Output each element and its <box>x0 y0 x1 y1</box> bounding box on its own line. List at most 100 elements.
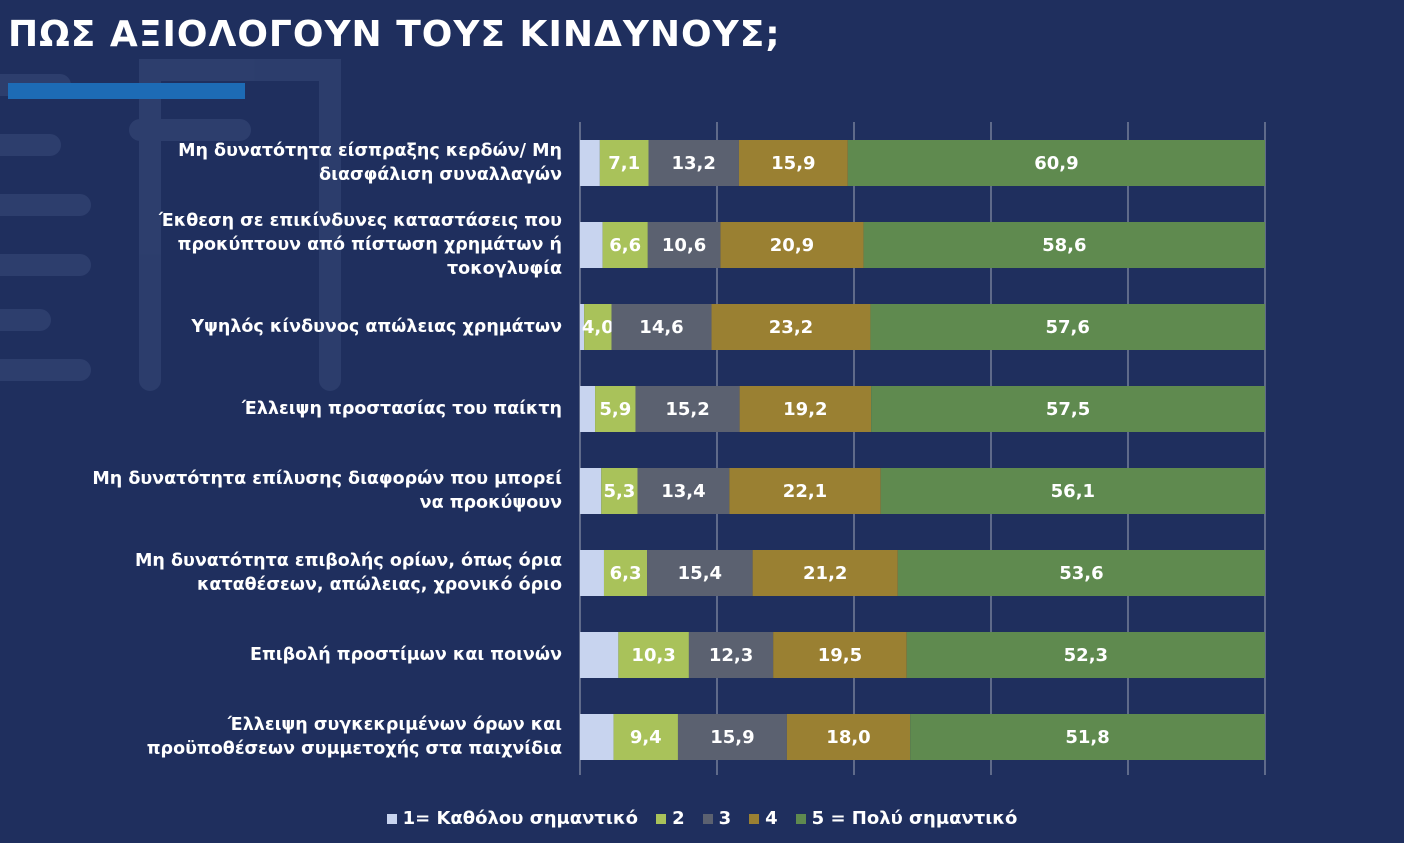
data-label: 13,4 <box>661 481 705 502</box>
data-label: 15,9 <box>771 153 815 174</box>
bar-segment <box>752 550 898 596</box>
data-label: 19,5 <box>818 645 862 666</box>
legend-item: 4 <box>749 808 778 829</box>
bar-segment <box>580 468 602 514</box>
bar-segment <box>595 386 636 432</box>
data-label: 22,1 <box>783 481 827 502</box>
category-label: Έλλειψη συγκεκριμένων όρων και προϋποθέσ… <box>146 715 562 759</box>
bar-segment <box>720 222 864 268</box>
data-label: 6,6 <box>609 235 641 256</box>
data-label: 52,3 <box>1064 645 1108 666</box>
data-label: 10,3 <box>631 645 675 666</box>
legend-swatch <box>656 813 667 824</box>
data-label: 10,6 <box>662 235 706 256</box>
bar-segment <box>773 632 907 678</box>
bar-segment <box>711 304 871 350</box>
bar-segment <box>580 222 603 268</box>
data-label: 58,6 <box>1042 235 1086 256</box>
bar-segment <box>910 714 1265 760</box>
chart-title: ΠΩΣ ΑΞΙΟΛΟΓΟΥΝ ΤΟΥΣ ΚΙΝΔΥΝΟΥΣ; <box>8 14 781 55</box>
data-label: 23,2 <box>769 317 813 338</box>
data-label: 13,2 <box>671 153 715 174</box>
legend-label: 2 <box>672 808 685 829</box>
bar-segment <box>688 632 774 678</box>
legend: 1= Καθόλου σημαντικό 2 3 4 5 = Πολύ σημαντικ… <box>0 808 1404 829</box>
data-label: 21,2 <box>803 563 847 584</box>
legend-item: 3 <box>702 808 732 829</box>
bar-segment <box>603 550 648 596</box>
bar-segment <box>648 140 739 186</box>
data-label: 9,4 <box>630 727 662 748</box>
bar-segment <box>738 140 848 186</box>
bar-segment <box>906 632 1265 678</box>
bar-segment <box>870 304 1265 350</box>
data-label: 12,3 <box>709 645 753 666</box>
data-label: 5,3 <box>603 481 635 502</box>
data-label: 51,8 <box>1065 727 1109 748</box>
bar-segment <box>580 632 619 678</box>
category-label: Έκθεση σε επικίνδυνες καταστάσεις που πρ… <box>159 211 562 279</box>
data-label: 7,1 <box>608 153 640 174</box>
bar-segment <box>880 468 1265 514</box>
bar-segment <box>599 140 649 186</box>
data-label: 15,9 <box>710 727 754 748</box>
legend-label: 4 <box>765 808 778 829</box>
legend-swatch <box>702 813 713 824</box>
data-label: 6,3 <box>610 563 642 584</box>
category-label: Έλλειψη προστασίας του παίκτη <box>242 399 562 419</box>
bar-segment <box>871 386 1265 432</box>
bar-segment <box>637 468 730 514</box>
category-label: Μη δυνατότητα είσπραξης κερδών/ Μη διασφ… <box>178 141 562 185</box>
bar-segment <box>613 714 678 760</box>
legend-label: 1= Καθόλου σημαντικό <box>402 808 639 829</box>
legend-item: 1= Καθόλου σημαντικό <box>386 808 639 829</box>
legend-swatch <box>386 813 397 824</box>
bar-segment <box>647 222 721 268</box>
legend-item: 5 = Πολύ σημαντικό <box>795 808 1018 829</box>
data-label: 57,6 <box>1046 317 1090 338</box>
bar-segment <box>635 386 740 432</box>
bar-segment <box>580 550 604 596</box>
bar-segment <box>618 632 689 678</box>
bar-segment <box>729 468 881 514</box>
category-label: Μη δυνατότητα επίλυσης διαφορών που μπορ… <box>92 469 562 513</box>
data-label: 56,1 <box>1051 481 1095 502</box>
data-label: 15,2 <box>665 399 709 420</box>
data-label: 60,9 <box>1034 153 1078 174</box>
data-label: 14,6 <box>639 317 683 338</box>
bar-segment <box>580 304 585 350</box>
bar-segment <box>580 140 600 186</box>
category-label: Υψηλός κίνδυνος απώλειας χρημάτων <box>191 317 562 337</box>
legend-label: 3 <box>718 808 732 829</box>
bar-segment <box>739 386 872 432</box>
legend-label: 5 = Πολύ σημαντικό <box>811 808 1018 829</box>
bar-segment <box>677 714 787 760</box>
data-label: 15,4 <box>678 563 722 584</box>
bar-segment <box>584 304 612 350</box>
data-label: 18,0 <box>826 727 870 748</box>
bar-segment <box>601 468 638 514</box>
title-underline <box>8 83 245 99</box>
bar-segment <box>602 222 648 268</box>
category-label: Μη δυνατότητα επιβολής ορίων, όπως όρια … <box>135 551 562 595</box>
bar-segment <box>847 140 1265 186</box>
bar-segment <box>786 714 911 760</box>
bar-segment <box>863 222 1265 268</box>
data-label: 20,9 <box>770 235 814 256</box>
bar-segment <box>580 714 614 760</box>
bar-segment <box>580 386 596 432</box>
data-label: 19,2 <box>783 399 827 420</box>
data-label: 57,5 <box>1046 399 1090 420</box>
data-label: 4,0 <box>582 317 614 338</box>
category-label: Επιβολή προστίμων και ποινών <box>249 645 562 665</box>
data-label: 53,6 <box>1059 563 1103 584</box>
bar-segment <box>611 304 712 350</box>
legend-item: 2 <box>656 808 685 829</box>
data-label: 5,9 <box>599 399 631 420</box>
legend-swatch <box>795 813 806 824</box>
bar-segment <box>647 550 753 596</box>
bar-segment <box>897 550 1265 596</box>
legend-swatch <box>749 813 760 824</box>
